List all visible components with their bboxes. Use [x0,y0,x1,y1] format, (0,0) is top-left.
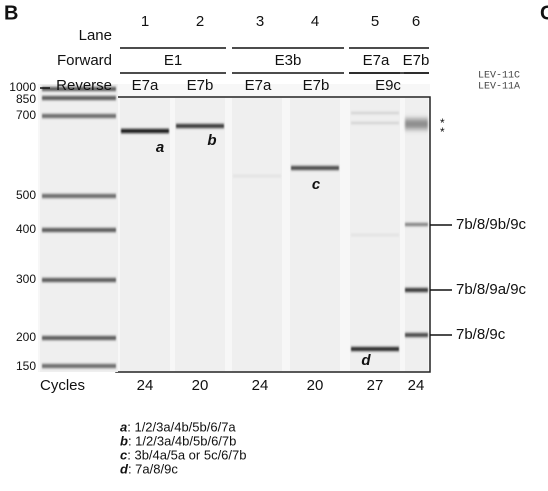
side-text: LEV-11C [478,71,520,82]
cycles-value: 27 [367,377,384,394]
band-annotation: 7b/8/9c [456,326,506,343]
side-text: LEV-11A [478,82,520,93]
cycles-value: 24 [137,377,154,394]
forward-group: E7a [363,52,390,69]
ladder-label: 850 [16,92,36,106]
cycles-value: 24 [252,377,269,394]
band-annotation: * [440,125,445,139]
ladder-label: 500 [16,188,36,202]
legend-text: : 7a/8/9c [128,461,178,476]
lane-number: 6 [412,13,420,30]
forward-group: E7b [403,52,430,69]
legend-text: : 1/2/3a/4b/5b/6/7a [127,419,236,434]
reverse-group: E9c [375,77,401,94]
legend-letter: b [120,433,128,448]
forward-group: E1 [164,52,182,69]
lane-number: 5 [371,13,379,30]
lane-number: 1 [141,13,149,30]
band-label: d [361,352,371,369]
lane-number: 4 [311,13,319,30]
reverse-label: Reverse [56,77,112,94]
lane-number: 2 [196,13,204,30]
figure: BCLEV-11CLEV-11ALane123456ForwardE1E3bE7… [0,0,548,491]
ladder-label: 200 [16,330,36,344]
cycles-value: 20 [192,377,209,394]
band-label: b [207,132,216,149]
cycles-label: Cycles [40,377,85,394]
lane-header: Lane [79,27,112,44]
cycles-value: 20 [307,377,324,394]
lane-number: 3 [256,13,264,30]
band-label: a [156,139,164,156]
band-label: c [312,176,321,193]
panel-label: B [4,2,18,24]
legend-text: : 3b/4a/5a or 5c/6/7b [127,447,246,462]
forward-group: E3b [275,52,302,69]
ladder-label: 700 [16,108,36,122]
legend-letter: a [120,419,127,434]
legend-text: : 1/2/3a/4b/5b/6/7b [128,433,236,448]
reverse-group: E7a [132,77,159,94]
band-annotation: 7b/8/9b/9c [456,216,527,233]
reverse-group: E7b [303,77,330,94]
ladder-label: 300 [16,272,36,286]
cycles-value: 24 [408,377,425,394]
forward-label: Forward [57,52,112,69]
ladder-label: 400 [16,222,36,236]
ladder-label: 150 [16,359,36,373]
gel-smear [405,119,428,129]
reverse-group: E7a [245,77,272,94]
panel-label: C [540,2,548,24]
band-annotation: 7b/8/9a/9c [456,281,527,298]
reverse-group: E7b [187,77,214,94]
